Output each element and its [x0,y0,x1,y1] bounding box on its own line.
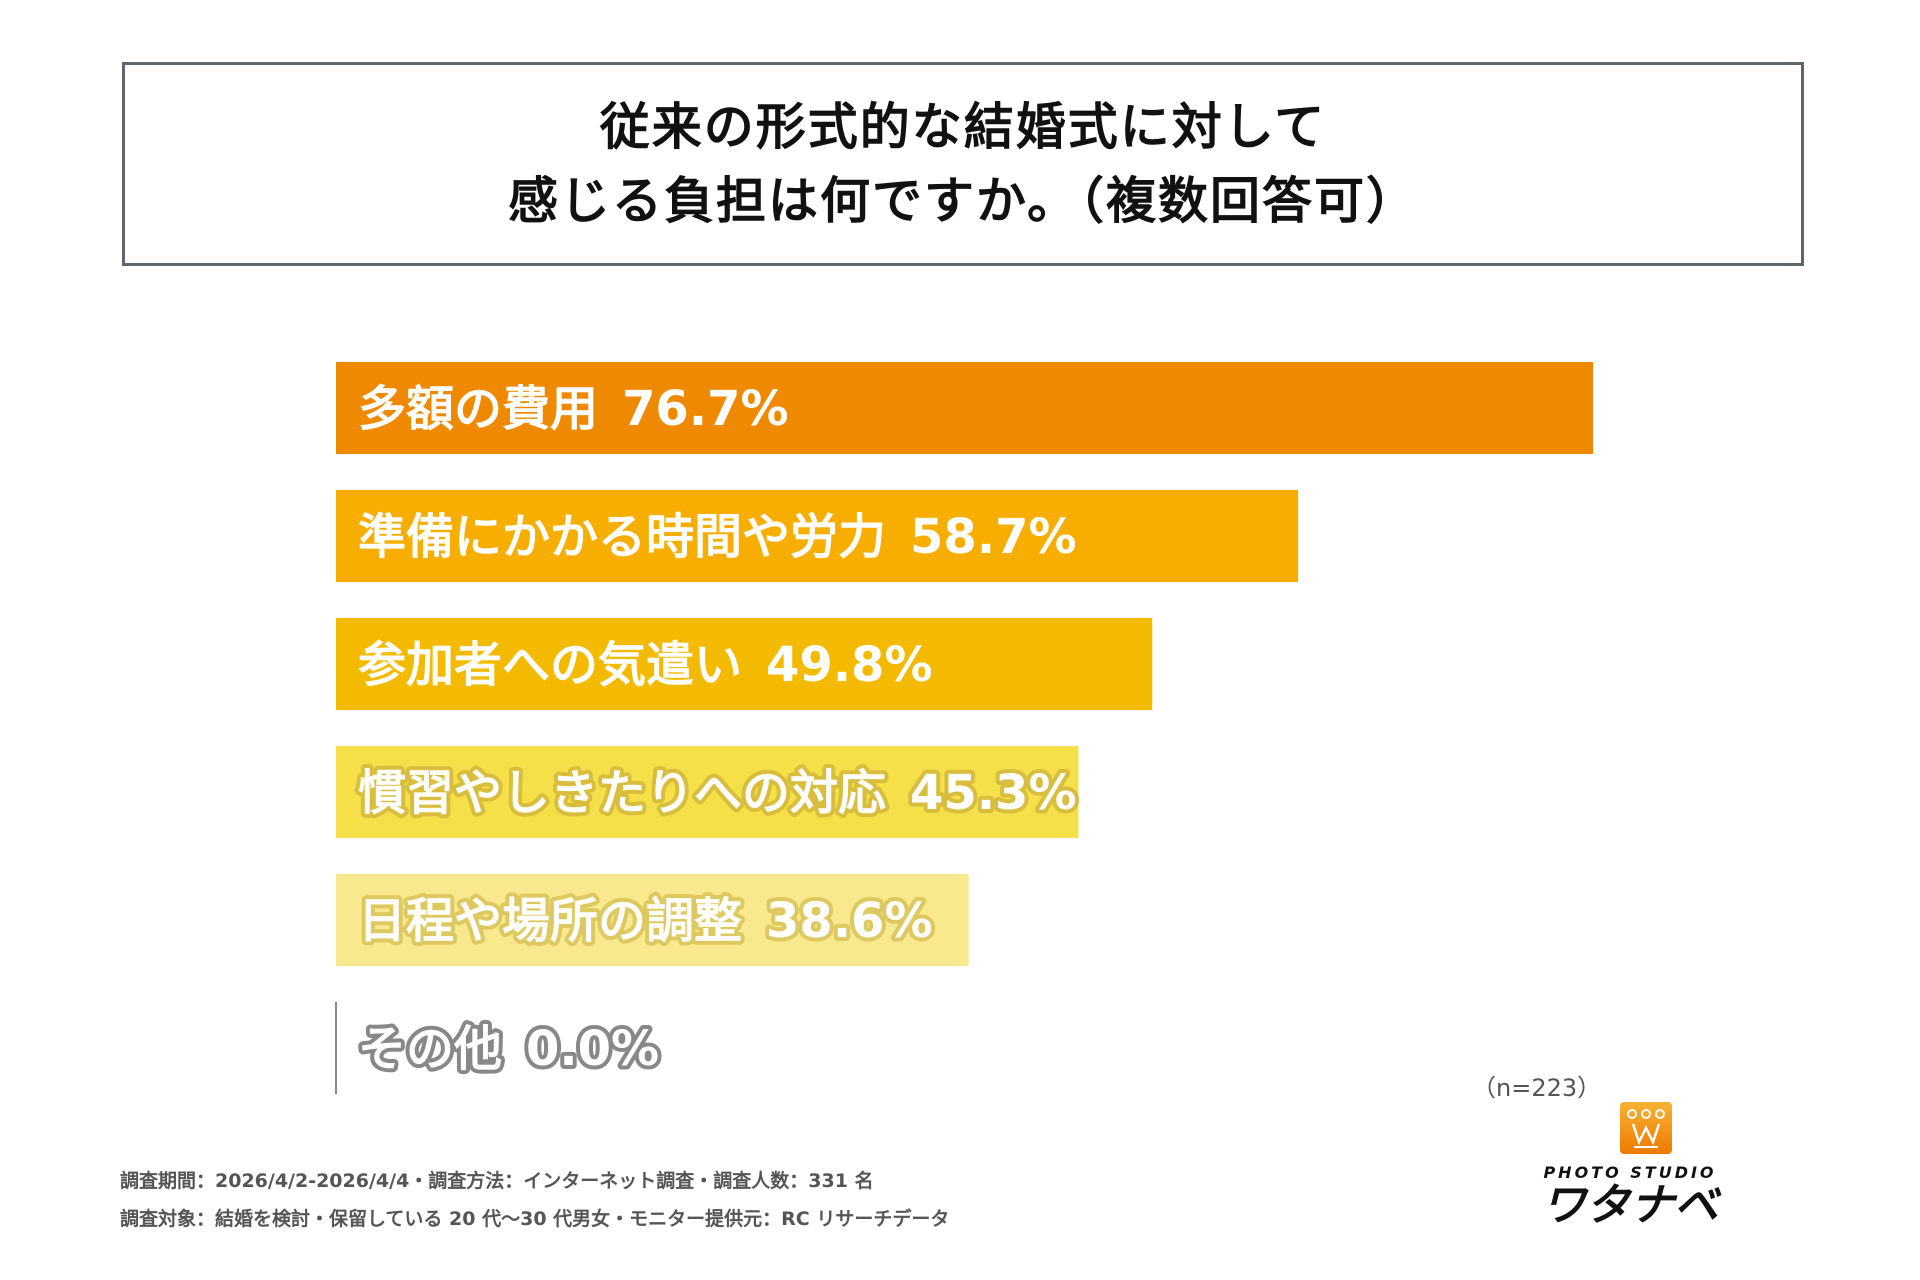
bar-2 [336,618,1153,710]
bar-label-3: 慣習やしきたりへの対応 45.3% [358,765,1077,821]
bar-0 [336,362,1594,454]
survey-period-note: 調査期間：2026/4/2-2026/4/4・調査方法：インターネット調査・調査… [120,1170,874,1192]
logo-text-top: PHOTO STUDIO [1543,1163,1716,1182]
value-label: 76.7% [598,381,789,437]
value-label: 38.6% [742,893,933,949]
bar-3 [336,746,1079,838]
chart-title-line-2: 感じる負担は何ですか。（複数回答可） [508,172,1418,230]
value-label: 0.0% [502,1021,659,1077]
value-label: 58.7% [886,509,1077,565]
photo-studio-watanabe-logo: PHOTO STUDIO ワタナベ [1542,1102,1722,1230]
sample-size-label: （n=223） [1472,1074,1602,1102]
bar-label-1: 準備にかかる時間や労力 58.7% [358,509,1077,565]
survey-target-note: 調査対象：結婚を検討・保留している 20 代～30 代男女・モニター提供元：RC… [120,1208,950,1230]
category-label: 日程や場所の調整 [358,893,742,949]
bar-1 [336,490,1299,582]
category-label: 慣習やしきたりへの対応 [358,765,886,821]
category-label: その他 [358,1021,502,1077]
chart-title-line-1: 従来の形式的な結婚式に対して [599,98,1327,156]
bar-4 [336,874,969,966]
bar-label-2: 参加者への気遣い 49.8% [358,637,933,693]
value-label: 45.3% [886,765,1077,821]
chart-title-box: 従来の形式的な結婚式に対して 感じる負担は何ですか。（複数回答可） [122,62,1804,266]
value-label: 49.8% [742,637,933,693]
category-label: 参加者への気遣い [358,637,742,693]
bar-label-5: その他 0.0% [358,1021,659,1077]
logo-text-main: ワタナベ [1542,1180,1722,1230]
bar-label-0: 多額の費用 76.7% [358,381,789,437]
bar-label-4: 日程や場所の調整 38.6% [358,893,933,949]
category-label: 準備にかかる時間や労力 [358,509,886,565]
category-label: 多額の費用 [358,381,598,437]
